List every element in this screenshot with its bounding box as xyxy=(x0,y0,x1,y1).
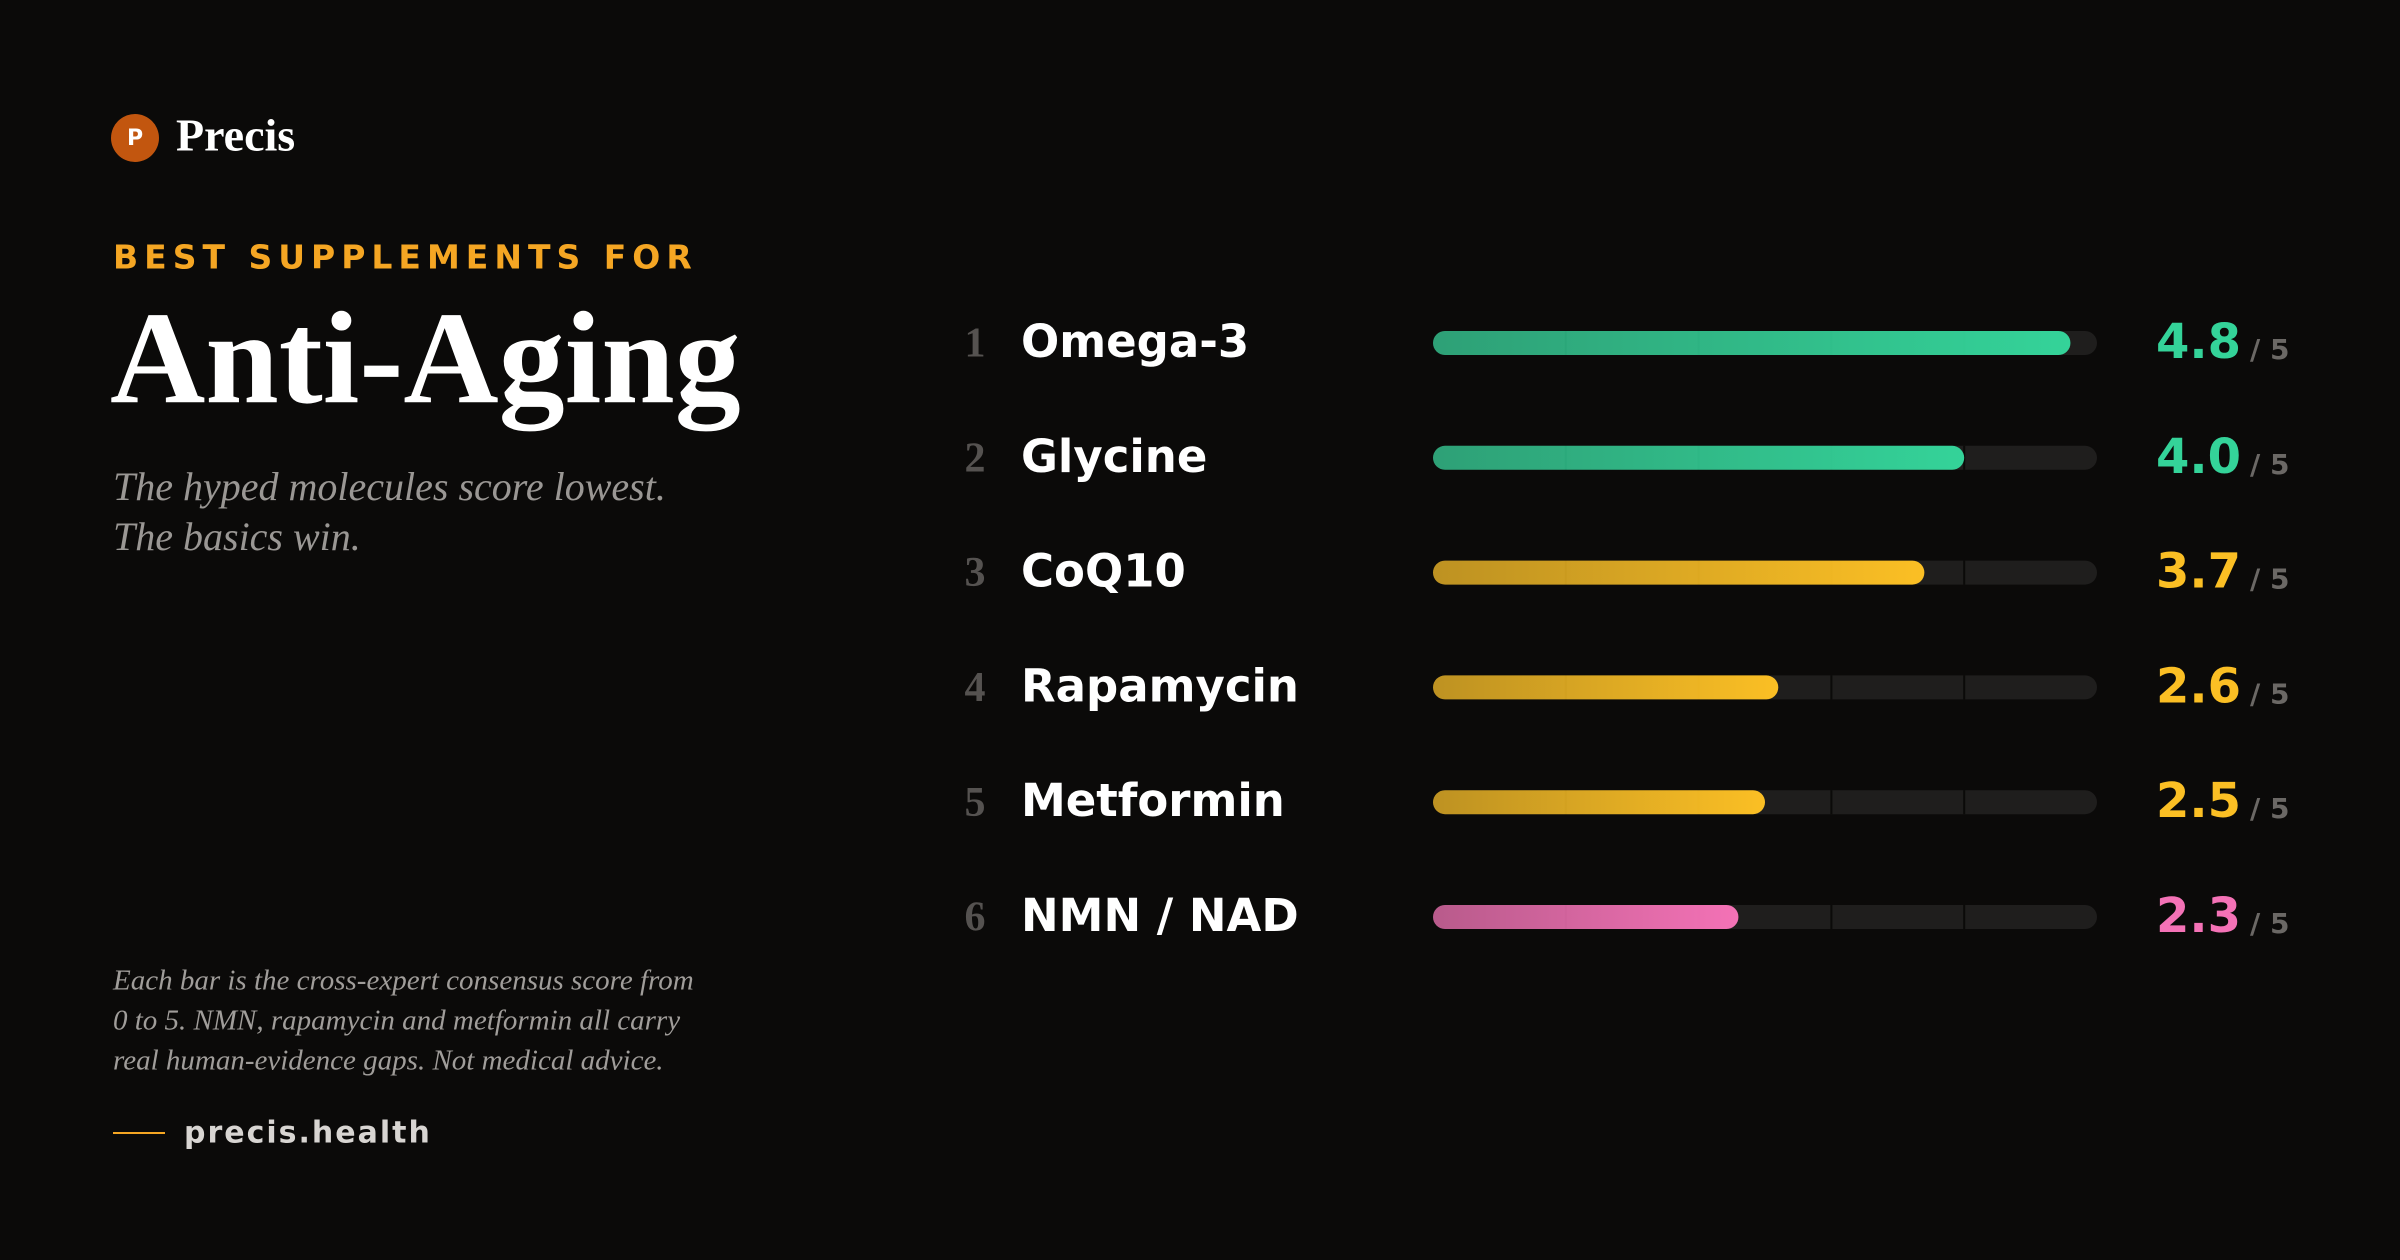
bar xyxy=(1433,905,1739,929)
bar xyxy=(1433,790,1765,815)
category-label: Glycine xyxy=(1021,430,1207,483)
rank: 5 xyxy=(965,780,986,826)
category-label: Metformin xyxy=(1021,774,1285,827)
chart-title: Anti-Aging xyxy=(110,284,741,431)
bar xyxy=(1433,445,1965,470)
rank: 3 xyxy=(965,550,986,596)
eyebrow: BEST SUPPLEMENTS FOR xyxy=(113,238,698,277)
logo xyxy=(111,114,159,162)
subtitle: The basics win. xyxy=(113,514,361,559)
value-suffix: / 5 xyxy=(2250,907,2289,940)
note: real human-evidence gaps. Not medical ad… xyxy=(113,1045,664,1077)
site: precis.health xyxy=(184,1116,432,1151)
note: 0 to 5. NMN, rapamycin and metformin all… xyxy=(113,1005,680,1037)
rank: 2 xyxy=(965,435,986,481)
rank: 4 xyxy=(965,665,986,711)
category-label: Omega-3 xyxy=(1021,315,1249,368)
value-suffix: / 5 xyxy=(2250,677,2289,710)
value-suffix: / 5 xyxy=(2250,448,2289,481)
rank: 1 xyxy=(965,321,986,367)
value-suffix: / 5 xyxy=(2250,792,2289,825)
category-label: NMN / NAD xyxy=(1021,889,1299,942)
value-label: 4.0 xyxy=(2156,429,2241,485)
value-suffix: / 5 xyxy=(2250,333,2289,366)
logo-letter: P xyxy=(127,126,143,151)
value-suffix: / 5 xyxy=(2250,563,2289,596)
rank: 6 xyxy=(965,895,986,941)
brand-name: Precis xyxy=(176,110,295,161)
value-label: 3.7 xyxy=(2156,544,2241,600)
bar xyxy=(1433,560,1925,585)
note: Each bar is the cross-expert consensus s… xyxy=(112,965,694,997)
value-label: 2.6 xyxy=(2156,658,2241,714)
subtitle: The hyped molecules score lowest. xyxy=(113,464,666,509)
category-label: Rapamycin xyxy=(1021,659,1299,712)
value-label: 2.3 xyxy=(2156,888,2241,944)
bar xyxy=(1433,675,1779,700)
bar xyxy=(1433,331,2071,355)
value-label: 4.8 xyxy=(2156,314,2241,370)
value-label: 2.5 xyxy=(2156,773,2241,829)
category-label: CoQ10 xyxy=(1021,545,1186,598)
